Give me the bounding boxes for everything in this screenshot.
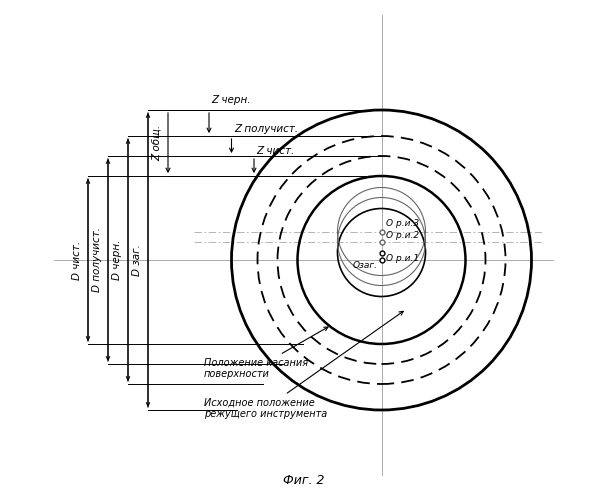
Text: Положение касания
поверхности: Положение касания поверхности — [204, 327, 328, 379]
Text: Фиг. 2: Фиг. 2 — [283, 474, 325, 488]
Text: Z чист.: Z чист. — [257, 146, 295, 156]
Text: D черн.: D черн. — [112, 240, 122, 280]
Text: Исходное положение
режущего инструмента: Исходное положение режущего инструмента — [204, 312, 403, 419]
Text: О р.и.1: О р.и.1 — [385, 254, 419, 263]
Text: Z черн.: Z черн. — [212, 95, 251, 105]
Text: D заг.: D заг. — [132, 244, 142, 276]
Text: Z общ.: Z общ. — [152, 125, 162, 161]
Text: О р.и.2: О р.и.2 — [385, 230, 419, 239]
Text: D чист.: D чист. — [72, 240, 82, 280]
Text: D получист.: D получист. — [92, 228, 102, 292]
Text: О р.и.3: О р.и.3 — [385, 220, 419, 228]
Text: Озаг.: Озаг. — [353, 262, 378, 270]
Text: Z получист.: Z получист. — [234, 124, 298, 134]
